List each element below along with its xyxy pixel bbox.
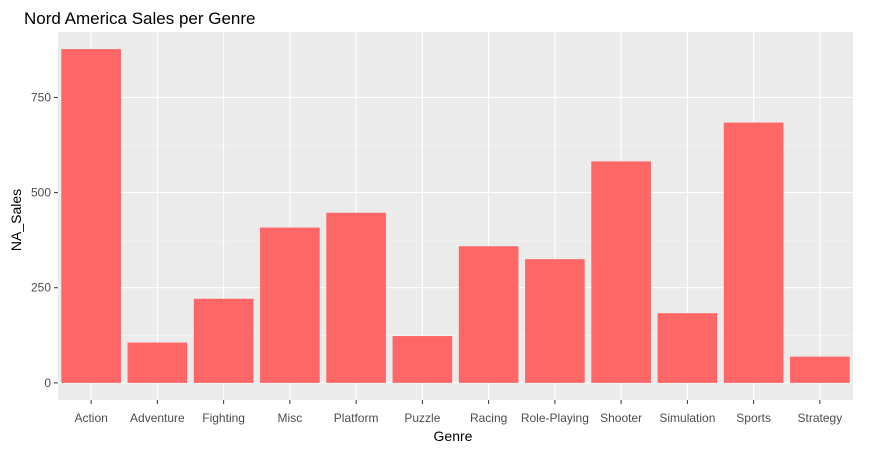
- x-axis-ticks: Action Adventure Fighting Misc Platform Puzzl…: [74, 400, 842, 425]
- y-tick-label: 250: [31, 281, 51, 295]
- y-axis-ticks: 0 250 500 750: [31, 90, 58, 390]
- y-axis-title: NA_Sales: [8, 189, 24, 251]
- y-tick-label: 750: [31, 90, 51, 104]
- x-axis-title: Genre: [434, 428, 473, 444]
- bars: [61, 49, 850, 383]
- y-tick-label: 0: [44, 376, 51, 390]
- bar-platform: [326, 212, 386, 383]
- x-tick-label: Misc: [278, 411, 303, 425]
- bar-shooter: [591, 161, 651, 383]
- x-tick-label: Puzzle: [404, 411, 440, 425]
- y-tick-label: 500: [31, 186, 51, 200]
- minor-gridlines: [58, 144, 853, 336]
- bar-racing: [458, 246, 519, 383]
- x-tick-label: Fighting: [202, 411, 245, 425]
- x-tick-label: Action: [74, 411, 107, 425]
- bar-sports: [723, 122, 784, 383]
- x-tick-label: Role-Playing: [521, 411, 589, 425]
- x-tick-label: Adventure: [130, 411, 185, 425]
- bar-role-playing: [525, 259, 585, 383]
- bar-action: [61, 49, 121, 383]
- x-tick-label: Platform: [334, 411, 379, 425]
- x-tick-label: Shooter: [600, 411, 642, 425]
- chart-title: Nord America Sales per Genre: [24, 9, 256, 28]
- bar-misc: [260, 227, 320, 383]
- bar-strategy: [790, 356, 850, 383]
- x-tick-label: Sports: [736, 411, 771, 425]
- x-tick-label: Strategy: [798, 411, 843, 425]
- x-tick-label: Racing: [470, 411, 507, 425]
- bar-adventure: [127, 342, 188, 383]
- x-tick-label: Simulation: [659, 411, 715, 425]
- bar-simulation: [657, 313, 718, 383]
- plot-panel: [58, 32, 853, 400]
- bar-fighting: [193, 298, 254, 383]
- bar-puzzle: [392, 336, 453, 383]
